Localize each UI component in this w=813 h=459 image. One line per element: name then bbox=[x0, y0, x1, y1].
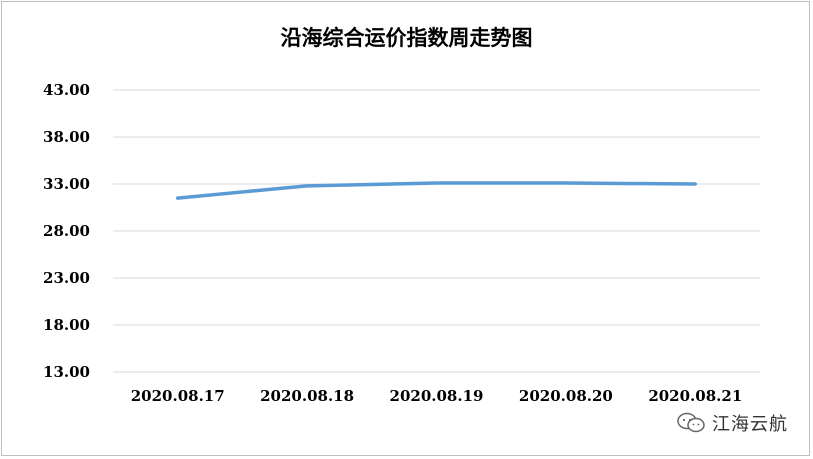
y-tick-label: 33.00 bbox=[43, 175, 90, 193]
watermark: 江海云航 bbox=[676, 410, 788, 436]
x-tick-label: 2020.08.17 bbox=[131, 387, 225, 405]
x-axis-ticks: 2020.08.17 2020.08.18 2020.08.19 2020.08.20… bbox=[131, 387, 743, 405]
y-tick-label: 38.00 bbox=[43, 128, 90, 146]
chart-title: 沿海综合运价指数周走势图 bbox=[280, 25, 533, 50]
wechat-icon bbox=[677, 412, 705, 433]
y-tick-label: 28.00 bbox=[43, 222, 90, 240]
y-tick-label: 18.00 bbox=[43, 316, 90, 334]
series-lines bbox=[175, 181, 698, 200]
x-tick-label: 2020.08.21 bbox=[648, 387, 742, 405]
x-tick-label: 2020.08.20 bbox=[519, 387, 613, 405]
y-tick-label: 13.00 bbox=[43, 363, 90, 381]
grid-lines bbox=[113, 89, 760, 373]
y-tick-label: 43.00 bbox=[43, 81, 90, 99]
x-tick-label: 2020.08.19 bbox=[390, 387, 484, 405]
y-axis-ticks: 43.00 38.00 33.00 28.00 23.00 18.00 13.00 bbox=[43, 81, 90, 381]
x-tick-label: 2020.08.18 bbox=[260, 387, 354, 405]
y-tick-label: 23.00 bbox=[43, 269, 90, 287]
watermark-text: 江海云航 bbox=[712, 414, 788, 435]
series-line bbox=[175, 181, 698, 200]
